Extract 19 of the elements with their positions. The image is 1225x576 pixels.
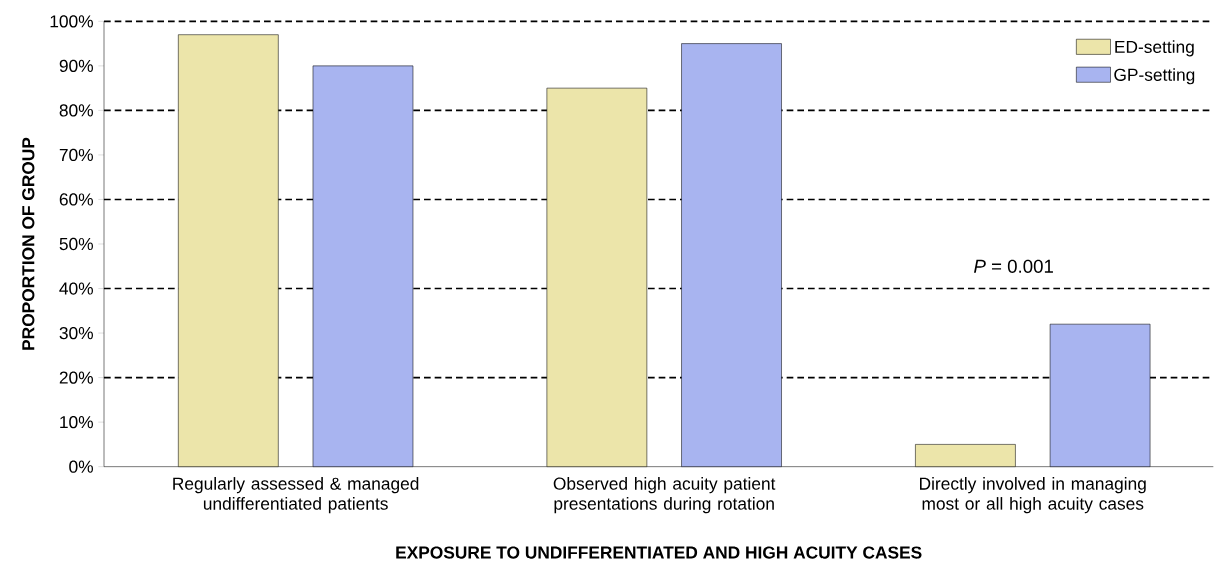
y-tick-label: 0% bbox=[69, 460, 93, 473]
y-tick-label: 80% bbox=[59, 104, 93, 117]
x-tick-label: Observed high acuity patient presentations during rotation bbox=[553, 477, 776, 514]
y-tick-label: 90% bbox=[59, 59, 93, 72]
legend-label: GP-setting bbox=[1114, 68, 1195, 85]
y-tick-label: 50% bbox=[59, 237, 93, 251]
y-tick-label: 20% bbox=[59, 371, 93, 384]
y-axis-title: PROPORTION OF GROUP bbox=[22, 137, 35, 350]
annotation: P = 0.001 bbox=[974, 259, 1053, 273]
x-axis-title: EXPOSURE TO UNDIFFERENTIATED AND HIGH ACUITY CASES bbox=[396, 546, 922, 559]
y-tick-label: 70% bbox=[59, 148, 93, 162]
y-tick-label: 100% bbox=[50, 15, 93, 28]
legend-label: ED-setting bbox=[1115, 40, 1194, 57]
x-tick-label: Regularly assessed & managed undifferentiated patients bbox=[173, 477, 419, 514]
y-tick-label: 30% bbox=[59, 326, 93, 340]
y-tick-label: 10% bbox=[60, 415, 93, 429]
x-tick-label: Directly involved in managing most or all high acuity cases bbox=[920, 477, 1146, 514]
y-tick-label: 40% bbox=[59, 282, 93, 295]
y-tick-label: 60% bbox=[59, 193, 93, 206]
